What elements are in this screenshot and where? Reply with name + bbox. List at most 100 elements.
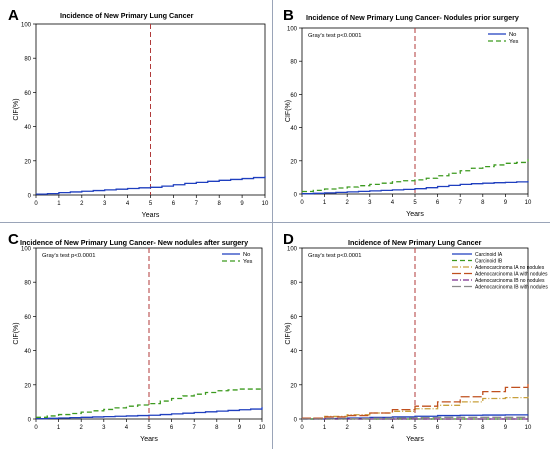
x-tick-label: 4 xyxy=(126,201,130,207)
x-tick-label: 0 xyxy=(300,425,304,431)
y-tick-label: 80 xyxy=(24,57,31,63)
x-tick-label: 5 xyxy=(413,425,417,431)
y-tick-label: 60 xyxy=(290,315,297,321)
panel-letter: D xyxy=(283,231,294,248)
y-tick-label: 20 xyxy=(24,159,31,165)
x-tick-label: 3 xyxy=(368,425,372,431)
x-tick-label: 6 xyxy=(170,425,174,431)
y-tick-label: 100 xyxy=(287,247,298,253)
x-axis-label: Years xyxy=(142,212,160,219)
x-tick-label: 4 xyxy=(391,200,395,206)
y-tick-label: 40 xyxy=(24,125,31,131)
x-tick-label: 3 xyxy=(103,201,107,207)
y-tick-label: 100 xyxy=(21,247,32,253)
series-line-no xyxy=(36,407,263,420)
y-tick-label: 20 xyxy=(290,159,297,165)
y-axis-label: CIF(%) xyxy=(285,322,292,344)
legend-label: Adenocarcinoma IB with nodules xyxy=(475,285,548,291)
panel-letter: A xyxy=(8,7,19,24)
x-tick-label: 3 xyxy=(368,200,372,206)
legend-label: Adenocarcinoma IA no nodules xyxy=(475,265,545,271)
x-tick-label: 7 xyxy=(195,201,199,207)
x-tick-label: 0 xyxy=(34,201,38,207)
series-line-adenocarcinoma-ia-with-nodules xyxy=(302,383,529,419)
x-tick-label: 2 xyxy=(346,425,350,431)
x-tick-label: 0 xyxy=(34,425,38,431)
x-tick-label: 9 xyxy=(504,425,508,431)
x-tick-label: 10 xyxy=(262,201,269,207)
chart-panel-d: D Incidence of New Primary Lung Cancer020… xyxy=(283,231,548,443)
y-axis-label: CIF(%) xyxy=(13,98,20,120)
y-tick-label: 40 xyxy=(290,126,297,132)
x-tick-label: 8 xyxy=(481,425,485,431)
legend-label: Carcinoid IB xyxy=(475,259,503,265)
y-tick-label: 80 xyxy=(290,60,297,66)
y-tick-label: 20 xyxy=(290,383,297,389)
y-tick-label: 0 xyxy=(294,418,298,424)
chart-title: Incidence of New Primary Lung Cancer xyxy=(348,238,482,247)
x-tick-label: 10 xyxy=(525,425,532,431)
legend-label: Adenocarcinoma IB no nodules xyxy=(475,278,545,284)
y-tick-label: 80 xyxy=(24,281,31,287)
chart-panel-c: C Incidence of New Primary Lung Cancer- N… xyxy=(8,231,266,443)
chart-title: Incidence of New Primary Lung Cancer- No… xyxy=(306,13,519,22)
chart-title: Incidence of New Primary Lung Cancer- Ne… xyxy=(20,238,248,247)
x-tick-label: 4 xyxy=(391,425,395,431)
legend-label: Yes xyxy=(509,39,519,45)
x-tick-label: 1 xyxy=(323,200,327,206)
y-tick-label: 20 xyxy=(24,383,31,389)
x-axis-label: Years xyxy=(140,436,158,443)
x-tick-label: 7 xyxy=(459,425,463,431)
legend-label: Adenocarcinoma IA with nodules xyxy=(475,272,548,278)
series-line-yes xyxy=(36,388,262,418)
x-tick-label: 6 xyxy=(436,200,440,206)
x-tick-label: 8 xyxy=(215,425,219,431)
y-tick-label: 100 xyxy=(287,27,298,33)
x-tick-label: 10 xyxy=(525,200,532,206)
series-line-no xyxy=(302,181,529,195)
x-tick-label: 5 xyxy=(413,200,417,206)
annotation: Gray's test p<0.0001 xyxy=(42,253,95,259)
chart-title: Incidence of New Primary Lung Cancer xyxy=(60,11,194,20)
series-line-0 xyxy=(36,176,266,195)
x-tick-label: 4 xyxy=(125,425,129,431)
y-tick-label: 40 xyxy=(290,349,297,355)
y-tick-label: 0 xyxy=(28,194,32,200)
legend-label: Yes xyxy=(243,259,253,265)
x-tick-label: 2 xyxy=(80,425,84,431)
x-axis-label: Years xyxy=(406,436,424,443)
legend-label: No xyxy=(509,32,516,38)
x-tick-label: 3 xyxy=(102,425,106,431)
x-tick-label: 7 xyxy=(459,200,463,206)
x-tick-label: 5 xyxy=(147,425,151,431)
chart-panel-b: B Incidence of New Primary Lung Cancer- N… xyxy=(283,7,532,218)
panel-letter: B xyxy=(283,7,294,24)
y-tick-label: 60 xyxy=(290,93,297,99)
x-tick-label: 8 xyxy=(218,201,222,207)
x-tick-label: 2 xyxy=(346,200,350,206)
legend-label: No xyxy=(243,252,250,258)
annotation: Gray's test p<0.0001 xyxy=(308,253,361,259)
x-tick-label: 2 xyxy=(80,201,84,207)
horizontal-divider xyxy=(0,222,550,223)
x-tick-label: 9 xyxy=(238,425,242,431)
x-tick-label: 8 xyxy=(481,200,485,206)
series-line-carcinoid-ia xyxy=(302,414,529,420)
x-tick-label: 1 xyxy=(57,425,61,431)
x-axis-label: Years xyxy=(406,211,424,218)
x-tick-label: 1 xyxy=(57,201,61,207)
panel-letter: C xyxy=(8,231,19,248)
y-tick-label: 0 xyxy=(28,418,32,424)
y-tick-label: 60 xyxy=(24,91,31,97)
x-tick-label: 7 xyxy=(193,425,197,431)
legend-label: Carcinoid IA xyxy=(475,252,503,258)
x-tick-label: 6 xyxy=(172,201,176,207)
vertical-divider xyxy=(272,0,273,449)
x-tick-label: 1 xyxy=(323,425,327,431)
series-line-yes xyxy=(302,159,529,193)
x-tick-label: 6 xyxy=(436,425,440,431)
x-tick-label: 5 xyxy=(149,201,153,207)
x-tick-label: 9 xyxy=(240,201,244,207)
x-tick-label: 0 xyxy=(300,200,304,206)
